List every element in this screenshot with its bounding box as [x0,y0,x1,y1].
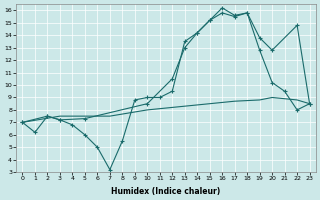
X-axis label: Humidex (Indice chaleur): Humidex (Indice chaleur) [111,187,221,196]
